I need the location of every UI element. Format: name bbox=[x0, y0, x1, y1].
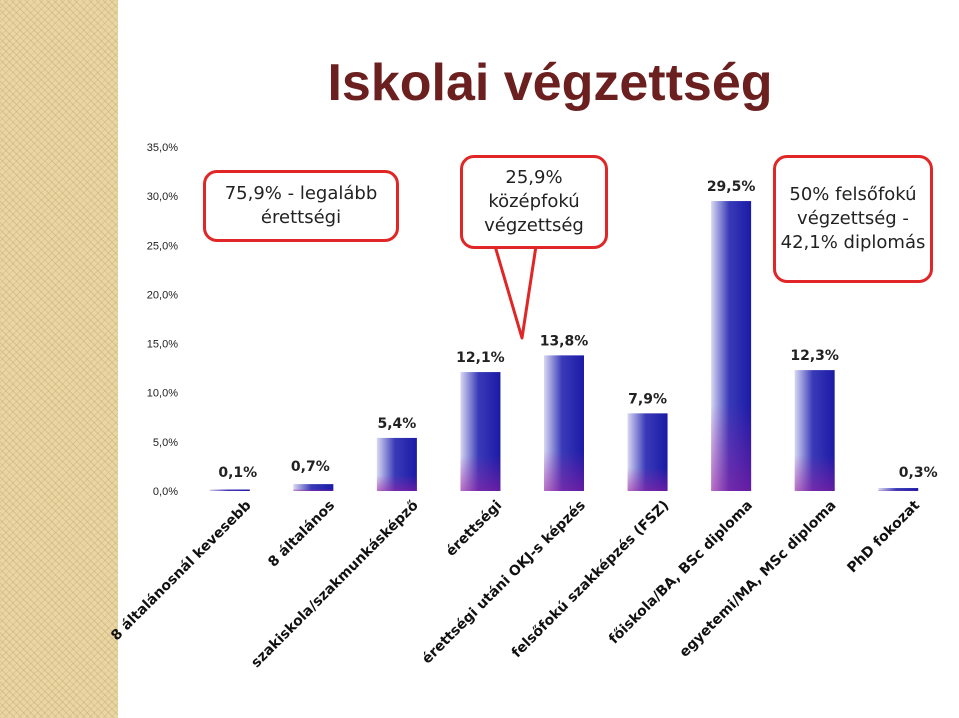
callout-text: 75,9% - legalább érettségi bbox=[224, 183, 378, 228]
x-tick-label: egyetemi/MA, MSc diploma bbox=[676, 498, 839, 661]
bar-shade bbox=[460, 372, 501, 491]
bar-shade bbox=[376, 437, 417, 491]
y-tick-label: 5,0% bbox=[153, 437, 178, 449]
y-tick-label: 0,0% bbox=[153, 486, 178, 498]
y-tick-label: 20,0% bbox=[147, 289, 178, 301]
x-tick-label: PhD fokozat bbox=[844, 497, 923, 576]
page-title: Iskolai végzettség bbox=[327, 54, 773, 112]
data-label: 7,9% bbox=[628, 391, 667, 407]
bar-shade bbox=[209, 489, 250, 491]
data-label: 0,1% bbox=[218, 465, 257, 481]
data-label: 0,3% bbox=[899, 465, 938, 481]
x-tick-label: érettségi utáni OKJ-s képzés bbox=[419, 498, 589, 668]
bar-shade bbox=[878, 488, 919, 491]
bar-shade bbox=[711, 201, 752, 492]
data-label: 13,8% bbox=[540, 333, 589, 349]
decorative-side-stripe bbox=[0, 0, 118, 718]
y-tick-label: 25,0% bbox=[147, 240, 178, 252]
x-tick-label: 8 általános bbox=[265, 498, 338, 571]
y-tick-label: 10,0% bbox=[147, 388, 178, 400]
y-tick-label: 35,0% bbox=[147, 142, 178, 154]
x-tick-label: érettségi bbox=[443, 498, 505, 560]
data-label: 29,5% bbox=[707, 179, 756, 195]
bar-shade bbox=[794, 370, 835, 491]
callout-text: 50% felsőfokú végzettség - 42,1% diplomá… bbox=[780, 184, 926, 253]
bar-shade bbox=[544, 355, 584, 491]
y-tick-label: 15,0% bbox=[147, 339, 178, 351]
callout-text: 25,9% középfokú végzettség bbox=[484, 167, 584, 236]
data-label: 12,1% bbox=[456, 350, 505, 366]
callout-felsofoku: 50% felsőfokú végzettség - 42,1% diplomá… bbox=[773, 155, 933, 283]
x-tick-label: szakiskola/szakmunkásképző bbox=[248, 497, 422, 671]
data-label: 12,3% bbox=[790, 348, 839, 364]
data-label: 5,4% bbox=[377, 416, 416, 432]
x-tick-label: főiskola/BA, BSc diploma bbox=[606, 498, 756, 648]
x-tick-label: felsőfokú szakképzés (FSZ) bbox=[509, 498, 673, 662]
callout-legalabb-erettsegi: 75,9% - legalább érettségi bbox=[203, 170, 399, 242]
data-label: 0,7% bbox=[291, 459, 330, 475]
x-tick-label: 8 általánosnál kevesebb bbox=[108, 498, 255, 645]
bar-shade bbox=[627, 413, 668, 491]
y-tick-label: 30,0% bbox=[147, 191, 178, 203]
callout-kozepfoku: 25,9% középfokú végzettség bbox=[460, 155, 608, 249]
bar-shade bbox=[293, 484, 334, 491]
